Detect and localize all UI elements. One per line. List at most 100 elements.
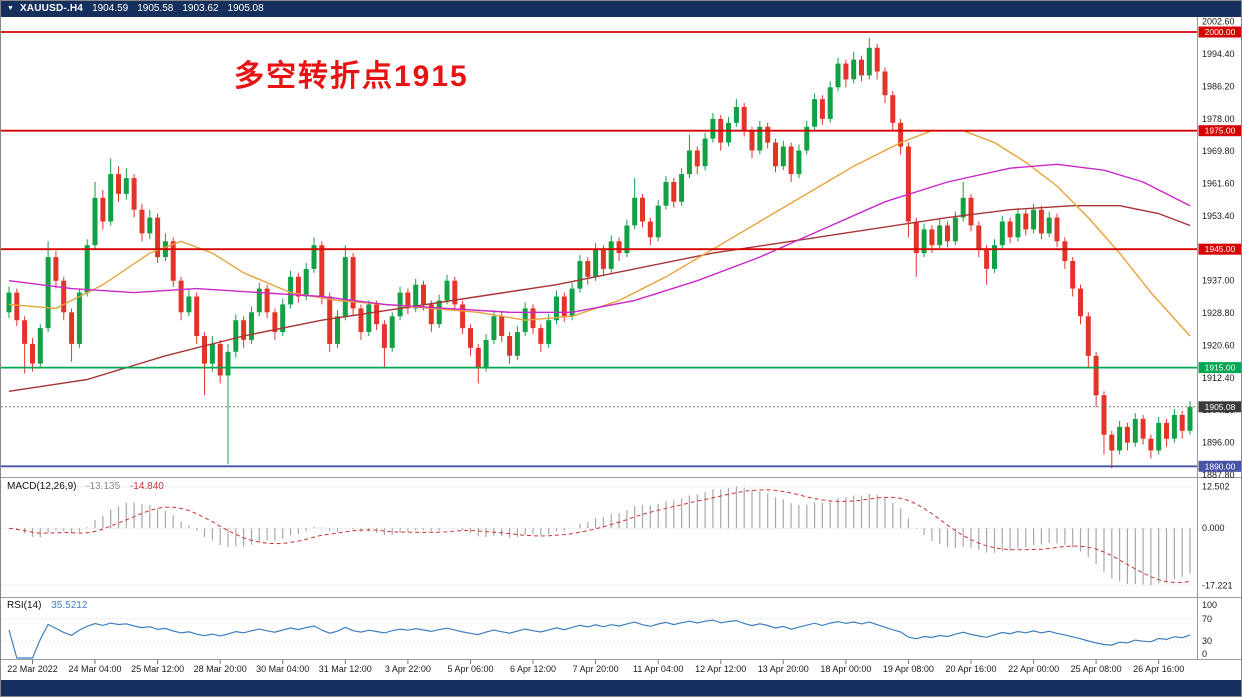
candle-body: [984, 249, 990, 269]
candle-body: [976, 225, 982, 250]
candle-body: [905, 146, 911, 222]
price-tag-1890.00-bg[interactable]: [1198, 460, 1242, 472]
time-label: 5 Apr 06:00: [447, 664, 493, 674]
price-tag-1975.00-bg[interactable]: [1198, 125, 1242, 137]
current-price-tag: 1905.08: [1205, 402, 1236, 412]
candle-body: [1031, 209, 1037, 230]
candle-body: [381, 324, 387, 348]
time-label: 12 Apr 12:00: [695, 664, 746, 674]
candle-body: [209, 343, 215, 364]
price-tag-1975.00: 1975.00: [1205, 126, 1236, 136]
candle-body: [945, 225, 950, 242]
time-label: 13 Apr 20:00: [758, 664, 809, 674]
price-tag-1890.00: 1890.00: [1205, 461, 1236, 471]
ohlc-close-value: 1905.08: [227, 3, 264, 14]
price-tick-label: 1986.20: [1202, 82, 1235, 92]
candle-body: [640, 197, 645, 222]
rsi-tick-label: 100: [1202, 600, 1217, 610]
candle-body: [600, 249, 606, 269]
candle-body: [202, 336, 207, 364]
candle-body: [1046, 217, 1052, 234]
candle-body: [327, 296, 333, 344]
price-tick-label: 1994.40: [1202, 49, 1235, 59]
candle-body: [428, 304, 434, 325]
candle-body: [780, 146, 786, 167]
candle-body: [546, 320, 552, 344]
bottom-status-bar: [1, 680, 1241, 696]
candle-body: [741, 107, 747, 131]
candle-body: [819, 99, 825, 119]
price-tag-2000.00-bg[interactable]: [1198, 26, 1242, 38]
candle-body: [1062, 241, 1068, 261]
candle-body: [593, 249, 599, 277]
candle-body: [913, 221, 919, 254]
candle-body: [671, 182, 677, 202]
time-label: 19 Apr 08:00: [883, 664, 934, 674]
candle-body: [468, 328, 473, 348]
candle-body: [37, 328, 43, 364]
candle-body: [311, 245, 317, 269]
candle-body: [1085, 316, 1091, 356]
candle-body: [616, 241, 622, 254]
candle-body: [1101, 395, 1107, 435]
candle-body: [968, 197, 974, 226]
candle-body: [632, 197, 638, 226]
candle-body: [999, 221, 1005, 246]
candle-body: [921, 229, 927, 254]
candle-body: [397, 292, 403, 317]
candle-body: [1132, 418, 1138, 443]
candle-body: [358, 308, 364, 333]
candle-body: [538, 328, 544, 344]
candle-body: [123, 178, 129, 194]
price-tag-1945.00-bg[interactable]: [1198, 243, 1242, 255]
candle-body: [335, 316, 340, 344]
candle-body: [655, 205, 661, 238]
candle-body: [647, 221, 653, 238]
candle-body: [1171, 415, 1177, 439]
time-label: 31 Mar 12:00: [319, 664, 372, 674]
candle-body: [514, 332, 520, 356]
chart-titlebar: ▼ XAUUSD-.H4 1904.59 1905.58 1903.62 190…: [1, 1, 1241, 17]
candle-body: [1164, 422, 1169, 439]
candle-body: [624, 225, 630, 254]
macd-main-value: -13.135: [86, 481, 121, 492]
candle-body: [131, 178, 137, 210]
candle-body: [1140, 418, 1146, 439]
candle-body: [170, 241, 176, 281]
ma-long-magenta: [8, 163, 1191, 313]
candle-body: [608, 241, 614, 269]
candle-body: [710, 118, 716, 139]
time-label: 25 Mar 12:00: [131, 664, 184, 674]
candle-body: [1179, 415, 1185, 431]
candle-body: [295, 276, 301, 297]
candle-body: [499, 316, 505, 336]
candle-body: [233, 320, 239, 352]
ma-mid-orange: [8, 130, 1191, 337]
time-label: 26 Apr 16:00: [1133, 664, 1184, 674]
price-tag-1915.00-bg[interactable]: [1198, 362, 1242, 374]
candle-body: [702, 138, 708, 167]
ohlc-open-value: 1904.59: [92, 3, 129, 14]
price-tick-label: 1969.80: [1202, 146, 1235, 156]
candle-body: [45, 257, 51, 329]
price-tick-label: 1978.00: [1202, 114, 1235, 124]
candle-body: [874, 47, 880, 72]
time-label: 28 Mar 20:00: [194, 664, 247, 674]
candle-body: [937, 225, 943, 246]
candle-body: [241, 320, 247, 340]
symbol-dropdown-icon[interactable]: ▼: [7, 5, 14, 12]
candle-body: [76, 292, 82, 344]
price-tick-label: 1912.40: [1202, 373, 1235, 383]
candle-body: [100, 197, 106, 222]
candle-body: [460, 304, 466, 329]
candle-body: [116, 174, 121, 194]
price-tick-label: 2002.60: [1202, 17, 1235, 27]
candle-body: [413, 284, 419, 309]
price-tag-1915.00: 1915.00: [1205, 363, 1236, 373]
candle-body: [1093, 355, 1099, 396]
time-label: 3 Apr 22:00: [385, 664, 431, 674]
candle-body: [851, 59, 857, 80]
candle-body: [1148, 438, 1154, 451]
candle-body: [264, 288, 270, 313]
